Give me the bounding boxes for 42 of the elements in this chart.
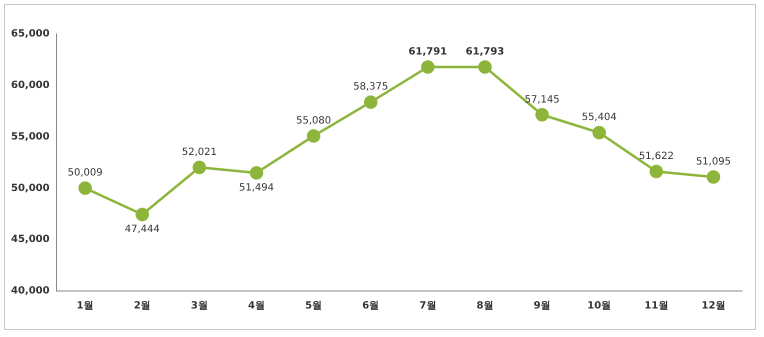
point: [78, 181, 92, 195]
data-label: 51,494: [239, 182, 274, 194]
point: [706, 170, 720, 184]
data-label: 61,793: [466, 46, 504, 58]
x-tick-label: 2월: [134, 300, 151, 312]
x-tick-label: 11월: [644, 300, 668, 312]
x-tick-label: 4월: [248, 300, 265, 312]
point: [136, 208, 150, 222]
x-tick-label: 12월: [701, 300, 726, 312]
point: [306, 129, 320, 143]
y-tick-label: 40,000: [10, 286, 50, 297]
data-label: 61,791: [408, 46, 448, 58]
x-tick-label: 8월: [476, 300, 494, 312]
y-tick-label: 50,000: [10, 182, 50, 194]
point: [250, 166, 264, 180]
point: [192, 160, 206, 174]
y-tick-label: 55,000: [10, 131, 50, 142]
y-tick-label: 45,000: [10, 234, 50, 246]
x-tick-label: 9월: [534, 300, 551, 312]
x-tick-label: 5월: [305, 300, 322, 312]
point: [592, 126, 606, 140]
x-tick-label: 1월: [76, 300, 94, 312]
point: [421, 60, 435, 74]
x-tick-label: 3월: [190, 300, 208, 312]
data-label: 55,404: [582, 112, 617, 124]
data-label: 51,622: [638, 151, 674, 162]
data-label: 50,009: [68, 168, 103, 179]
point: [650, 164, 664, 178]
data-label: 52,021: [182, 147, 217, 158]
point: [364, 95, 378, 109]
x-tick-label: 7월: [419, 300, 436, 312]
y-tick-label: 65,000: [10, 28, 50, 40]
point: [478, 60, 492, 74]
data-label: 58,375: [353, 82, 388, 93]
y-tick-label: 60,000: [10, 80, 50, 91]
data-label: 55,080: [296, 116, 332, 127]
point: [535, 108, 549, 122]
data-label: 57,145: [524, 94, 560, 106]
x-tick-label: 10월: [587, 300, 612, 312]
data-label: 51,095: [696, 156, 731, 168]
data-label: 47,444: [124, 224, 160, 236]
x-tick-label: 6월: [362, 300, 380, 312]
